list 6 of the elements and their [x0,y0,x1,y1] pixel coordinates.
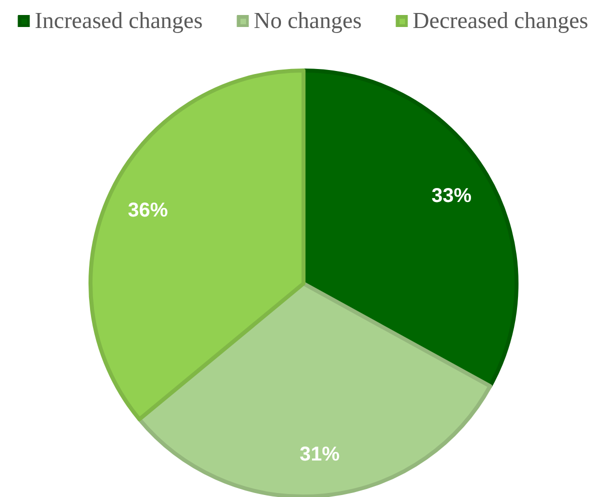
data-label: 36% [128,199,168,222]
data-label: 33% [432,184,472,207]
legend-label: Decreased changes [412,8,588,34]
legend-label: Increased changes [34,8,203,34]
legend-label: No changes [254,8,362,34]
data-label: 31% [300,444,340,466]
